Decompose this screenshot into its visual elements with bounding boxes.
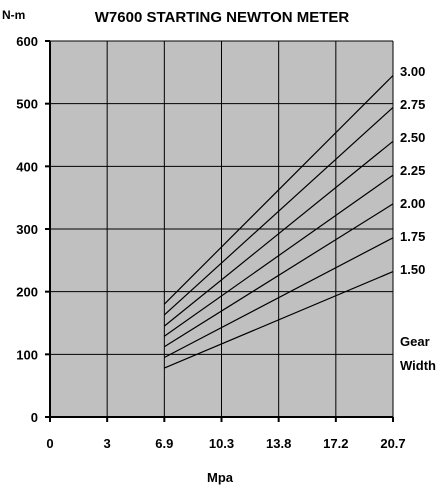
series-label: 2.50 bbox=[400, 130, 425, 145]
chart-title: W7600 STARTING NEWTON METER bbox=[95, 9, 350, 26]
y-axis-label: N-m bbox=[2, 8, 25, 22]
series-line-2.50 bbox=[163, 140, 394, 327]
y-tick-label: 0 bbox=[31, 410, 38, 425]
series-label: 2.25 bbox=[400, 163, 425, 178]
legend-title-line-2: Width bbox=[400, 358, 436, 373]
y-tick-label: 600 bbox=[16, 34, 38, 49]
x-tick-label: 13.8 bbox=[266, 436, 291, 451]
series-line-1.50 bbox=[164, 271, 394, 369]
x-tick-label: 17.2 bbox=[323, 436, 348, 451]
x-tick-label: 0 bbox=[46, 436, 53, 451]
x-tick-label: 10.3 bbox=[209, 436, 234, 451]
y-tick-label: 200 bbox=[16, 285, 38, 300]
y-tick-label: 500 bbox=[16, 97, 38, 112]
y-tick-labels: 0 100 200 300 400 500 600 bbox=[16, 34, 38, 425]
x-axis-label: Mpa bbox=[207, 470, 234, 485]
series-line-1.75 bbox=[164, 237, 394, 359]
series-line-2.75 bbox=[163, 106, 394, 316]
series-line-2.00 bbox=[163, 203, 394, 348]
legend-title-line-1: Gear bbox=[400, 334, 430, 349]
series-label: 1.50 bbox=[400, 262, 425, 277]
y-tick-label: 400 bbox=[16, 159, 38, 174]
x-tick-label: 3 bbox=[104, 436, 111, 451]
x-tick-label: 20.7 bbox=[380, 436, 405, 451]
series-line-3.00 bbox=[163, 75, 394, 305]
series-label: 3.00 bbox=[400, 64, 425, 79]
y-tick-label: 300 bbox=[16, 222, 38, 237]
series-label: 1.75 bbox=[400, 229, 425, 244]
x-tick-label: 6.9 bbox=[155, 436, 173, 451]
series-labels: 3.00 2.75 2.50 2.25 2.00 1.75 1.50 bbox=[400, 64, 425, 277]
series-line-2.25 bbox=[163, 174, 394, 337]
axes bbox=[45, 40, 394, 422]
x-tick-labels: 0 3 6.9 10.3 13.8 17.2 20.7 bbox=[46, 436, 405, 451]
series-lines bbox=[163, 75, 394, 369]
y-tick-label: 100 bbox=[16, 347, 38, 362]
series-label: 2.00 bbox=[400, 196, 425, 211]
series-label: 2.75 bbox=[400, 97, 425, 112]
